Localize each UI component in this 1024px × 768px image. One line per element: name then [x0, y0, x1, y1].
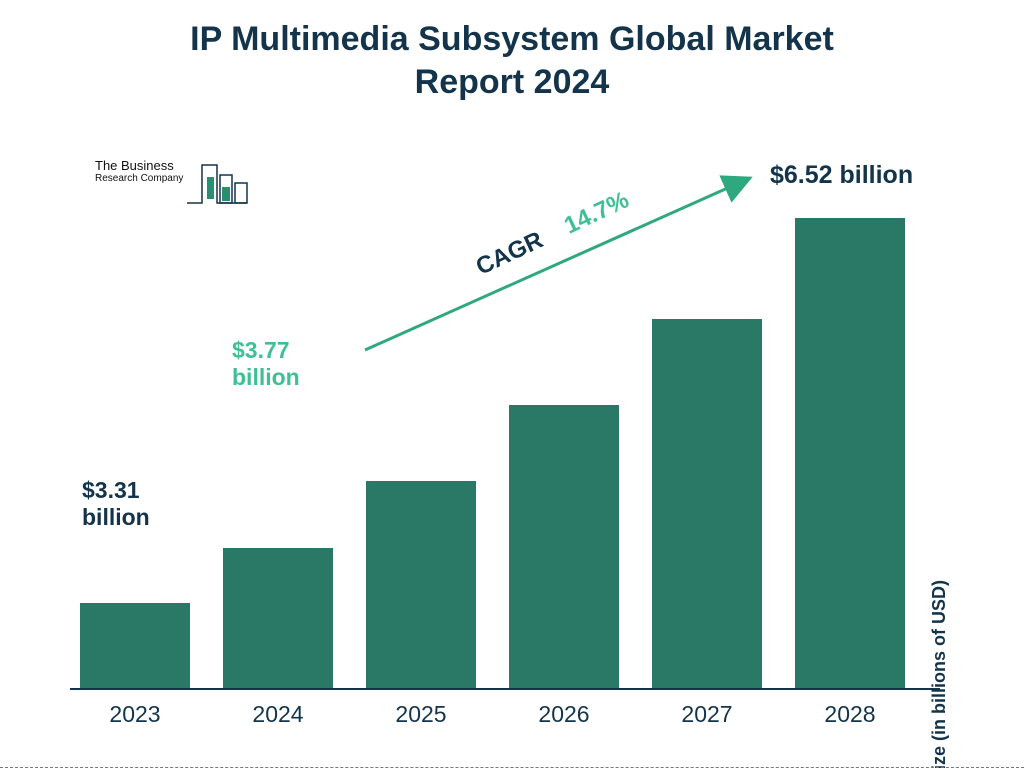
bar [366, 481, 476, 688]
bar [509, 405, 619, 688]
chart-title: IP Multimedia Subsystem Global MarketRep… [0, 18, 1024, 103]
value-label: $3.31billion [82, 477, 150, 530]
page-root: IP Multimedia Subsystem Global MarketRep… [0, 0, 1024, 768]
value-label: $3.77billion [232, 337, 300, 390]
bar-chart: CAGR 14.7% 202320242025202620272028 Mark… [70, 160, 940, 690]
x-category: 2023 [80, 701, 190, 728]
x-category: 2026 [509, 701, 619, 728]
bar [652, 319, 762, 688]
bar [223, 548, 333, 688]
value-label: $6.52 billion [770, 161, 913, 190]
x-category: 2024 [223, 701, 333, 728]
x-category: 2028 [795, 701, 905, 728]
y-axis-label: Market Size (in billions of USD) [929, 580, 950, 768]
x-category: 2027 [652, 701, 762, 728]
x-category: 2025 [366, 701, 476, 728]
bar [795, 218, 905, 688]
bar [80, 603, 190, 688]
